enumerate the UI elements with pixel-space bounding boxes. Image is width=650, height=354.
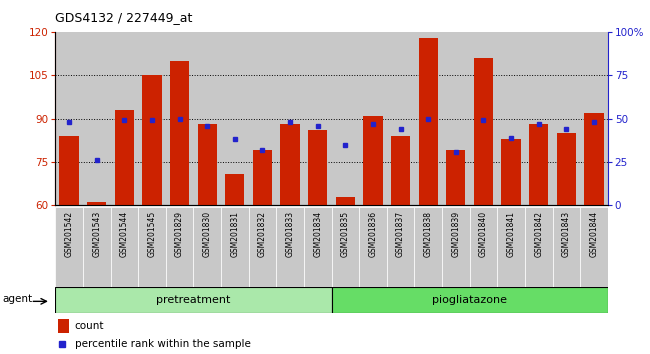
Bar (580, 32, 608, 205)
Bar (114, 110, 134, 205)
Text: count: count (75, 321, 104, 331)
Bar (170, 61, 189, 205)
Text: GSM201837: GSM201837 (396, 211, 405, 257)
Bar (280, 124, 300, 205)
Bar (308, 130, 328, 205)
Bar (194, 207, 221, 290)
Text: GSM201836: GSM201836 (369, 211, 378, 257)
Bar (391, 136, 410, 205)
Bar (332, 207, 359, 290)
Text: GSM201830: GSM201830 (203, 211, 212, 257)
Text: GSM201843: GSM201843 (562, 211, 571, 257)
Bar (497, 207, 525, 290)
Text: GSM201835: GSM201835 (341, 211, 350, 257)
Bar (55, 207, 83, 290)
Bar (194, 32, 221, 205)
Text: GSM201840: GSM201840 (479, 211, 488, 257)
Text: agent: agent (3, 294, 33, 304)
Bar (442, 32, 469, 205)
Bar (525, 207, 552, 290)
Bar (584, 113, 604, 205)
Text: GSM201542: GSM201542 (64, 211, 73, 257)
Bar (276, 32, 304, 205)
Bar (55, 32, 83, 205)
Bar (138, 207, 166, 290)
Bar (138, 32, 166, 205)
Bar (415, 207, 442, 290)
Text: GSM201831: GSM201831 (230, 211, 239, 257)
Bar (248, 32, 276, 205)
Bar (304, 32, 332, 205)
Bar (166, 207, 194, 290)
Bar (387, 207, 415, 290)
Bar (221, 207, 248, 290)
Bar (55, 287, 332, 313)
Bar (415, 32, 442, 205)
Text: GSM201833: GSM201833 (285, 211, 294, 257)
Text: piogliatazone: piogliatazone (432, 295, 507, 305)
Bar (580, 207, 608, 290)
Text: GSM201841: GSM201841 (506, 211, 515, 257)
Bar (469, 32, 497, 205)
Bar (248, 207, 276, 290)
Text: percentile rank within the sample: percentile rank within the sample (75, 339, 250, 349)
Bar (359, 207, 387, 290)
Bar (363, 116, 383, 205)
Bar (166, 32, 194, 205)
Bar (225, 173, 244, 205)
Bar (359, 32, 387, 205)
Bar (497, 32, 525, 205)
Bar (419, 38, 438, 205)
Bar (474, 58, 493, 205)
Bar (525, 32, 552, 205)
Bar (335, 197, 355, 205)
Bar (87, 202, 107, 205)
Text: GSM201829: GSM201829 (175, 211, 184, 257)
Bar (198, 124, 217, 205)
Bar (83, 207, 111, 290)
Bar (142, 75, 162, 205)
Text: GSM201844: GSM201844 (590, 211, 599, 257)
Text: pretreatment: pretreatment (156, 295, 231, 305)
Bar (276, 207, 304, 290)
Text: GSM201543: GSM201543 (92, 211, 101, 257)
Text: GSM201839: GSM201839 (451, 211, 460, 257)
Bar (58, 319, 69, 333)
Bar (387, 32, 415, 205)
Bar (332, 32, 359, 205)
Text: GSM201842: GSM201842 (534, 211, 543, 257)
Bar (83, 32, 111, 205)
Bar (556, 133, 576, 205)
Text: GSM201832: GSM201832 (258, 211, 267, 257)
Text: GSM201834: GSM201834 (313, 211, 322, 257)
Bar (111, 207, 138, 290)
Bar (552, 32, 580, 205)
Bar (469, 207, 497, 290)
Bar (446, 150, 465, 205)
Text: GSM201544: GSM201544 (120, 211, 129, 257)
Bar (529, 124, 549, 205)
Bar (501, 139, 521, 205)
Text: GSM201545: GSM201545 (148, 211, 157, 257)
Bar (59, 136, 79, 205)
Bar (552, 207, 580, 290)
Bar (111, 32, 138, 205)
Bar (442, 207, 469, 290)
Text: GSM201838: GSM201838 (424, 211, 433, 257)
Bar (221, 32, 248, 205)
Text: GDS4132 / 227449_at: GDS4132 / 227449_at (55, 11, 192, 24)
Bar (304, 207, 332, 290)
Bar (253, 150, 272, 205)
Bar (332, 287, 608, 313)
